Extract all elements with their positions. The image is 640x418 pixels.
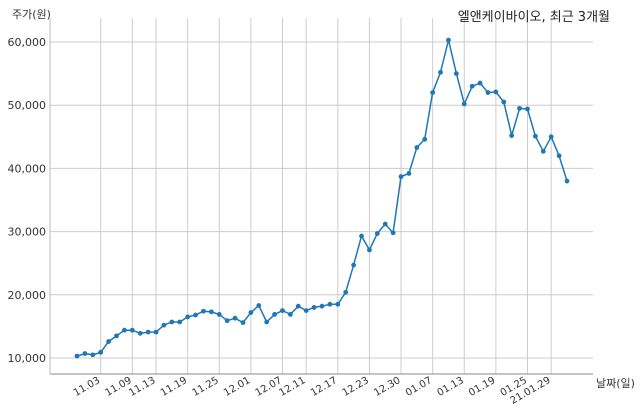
data-point <box>446 37 451 43</box>
data-point <box>272 311 277 317</box>
data-point <box>319 303 325 309</box>
y-axis-label: 주가(원) <box>12 8 51 21</box>
data-point <box>422 136 428 142</box>
data-point <box>398 174 404 180</box>
data-point <box>295 303 301 309</box>
data-point <box>114 333 119 339</box>
x-tick-label: 12.17 <box>309 375 339 399</box>
x-tick-label: 11.09 <box>104 375 134 399</box>
data-point <box>303 308 309 313</box>
y-tick-label: 20,000 <box>8 289 47 302</box>
series-line <box>76 39 568 357</box>
x-tick-label: 12.07 <box>254 375 284 399</box>
x-tick-label: 01.07 <box>404 375 434 399</box>
data-point <box>240 320 246 326</box>
x-tick-label: 11.13 <box>127 375 157 399</box>
data-point <box>74 353 80 359</box>
data-point <box>311 305 317 310</box>
data-point <box>161 322 167 328</box>
x-tick-label: 12.01 <box>222 375 252 399</box>
y-tick-label: 10,000 <box>8 352 47 365</box>
data-point <box>90 352 96 358</box>
data-point <box>169 319 175 325</box>
data-point <box>564 178 570 184</box>
data-point <box>208 309 214 315</box>
data-point <box>153 329 159 335</box>
data-point <box>264 319 270 325</box>
data-point <box>548 134 554 140</box>
data-point <box>390 230 396 236</box>
data-point <box>501 99 507 105</box>
x-tick-label: 11.19 <box>159 375 189 399</box>
data-point <box>122 327 127 333</box>
data-point <box>82 351 88 356</box>
x-tick-label: 11.03 <box>72 375 102 399</box>
y-tick-label: 60,000 <box>8 36 47 49</box>
data-point <box>556 153 562 159</box>
data-point <box>525 106 530 112</box>
data-point <box>540 148 546 154</box>
data-point <box>382 221 388 227</box>
data-point <box>477 80 483 86</box>
data-point <box>98 349 104 355</box>
data-point <box>406 171 412 176</box>
x-axis-label: 날짜(일) <box>596 377 635 390</box>
data-point <box>129 327 135 333</box>
data-point <box>532 133 538 139</box>
x-tick-label: 11.25 <box>190 375 220 399</box>
x-tick-label: 12.11 <box>277 375 307 399</box>
data-point <box>106 339 112 344</box>
data-point <box>137 330 143 336</box>
data-point <box>374 231 380 236</box>
data-point <box>248 310 254 315</box>
x-tick-label: 01.13 <box>435 375 465 399</box>
data-point <box>359 233 364 239</box>
data-point <box>509 133 515 138</box>
data-point <box>335 301 341 307</box>
x-tick-label: 12.23 <box>341 375 371 399</box>
y-tick-label: 40,000 <box>8 162 47 175</box>
data-point <box>469 83 475 89</box>
data-point <box>185 314 191 320</box>
data-point <box>461 101 467 107</box>
data-point <box>256 303 262 308</box>
y-tick-label: 50,000 <box>8 99 47 112</box>
x-tick-label: 01.19 <box>467 375 497 399</box>
data-point <box>493 89 499 95</box>
data-point <box>438 69 443 75</box>
data-point <box>414 145 420 150</box>
data-point <box>280 308 285 313</box>
y-tick-label: 30,000 <box>8 226 47 239</box>
data-point <box>367 247 372 253</box>
data-point <box>430 90 436 95</box>
data-point <box>485 90 491 95</box>
data-point <box>145 329 151 335</box>
data-point <box>351 262 357 268</box>
data-point <box>224 318 230 324</box>
data-point <box>193 312 198 318</box>
data-point <box>343 289 349 295</box>
data-point <box>216 311 222 317</box>
data-point <box>517 105 522 111</box>
chart-title: 엘앤케이바이오, 최근 3개월 <box>457 10 610 25</box>
data-point <box>232 315 238 321</box>
x-tick-label: 12.30 <box>372 375 402 399</box>
data-point <box>201 308 206 314</box>
data-point <box>287 311 293 317</box>
data-point <box>177 319 183 325</box>
data-point <box>453 71 459 76</box>
data-point <box>327 301 333 307</box>
